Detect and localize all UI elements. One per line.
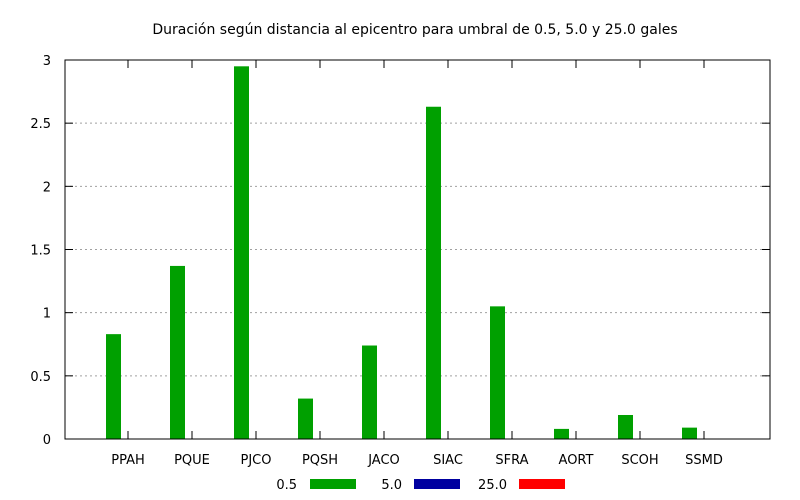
axis-ticks: 0 0.5 1 1.5 2 2.5 3 PPAH PQUE PJCO PQSH JACO SIAC SFR… [30,54,770,468]
x-tick-label: JACO [367,453,400,468]
bars [106,66,697,440]
bar-0.5-SSMD [682,427,697,439]
bar-0.5-PQUE [170,265,185,439]
x-tick-label: PJCO [241,453,272,468]
bar-0.5-SIAC [426,106,441,439]
x-tick-label: PQSH [302,453,338,468]
legend-swatch [310,479,356,489]
x-tick-label: PQUE [174,453,210,468]
x-tick-label: AORT [559,453,594,468]
x-tick-label: SCOH [621,453,658,468]
y-tick-label: 1 [43,307,51,322]
y-tick-label: 1.5 [30,244,51,259]
legend-swatch [414,479,460,489]
legend-swatch [519,479,565,489]
y-tick-label: 0.5 [30,370,51,385]
x-tick-label: PPAH [111,453,145,468]
legend-label: 25.0 [478,478,507,493]
bar-0.5-AORT [554,428,569,439]
x-tick-label: SSMD [685,453,723,468]
y-tick-label: 3 [43,54,51,69]
x-tick-label: SIAC [433,453,463,468]
bar-0.5-PPAH [106,334,121,439]
bar-0.5-SFRA [490,306,505,439]
bar-0.5-PQSH [298,398,313,439]
bar-0.5-PJCO [234,66,249,440]
x-tick-label: SFRA [495,453,528,468]
chart-title: Duración según distancia al epicentro pa… [152,22,677,38]
y-tick-label: 2 [43,180,51,195]
legend: 0.5 5.0 25.0 [276,478,565,493]
y-tick-label: 0 [43,433,51,448]
y-tick-label: 2.5 [30,117,51,132]
bar-0.5-JACO [362,345,377,439]
legend-label: 0.5 [276,478,297,493]
legend-label: 5.0 [381,478,402,493]
bar-0.5-SCOH [618,414,633,439]
